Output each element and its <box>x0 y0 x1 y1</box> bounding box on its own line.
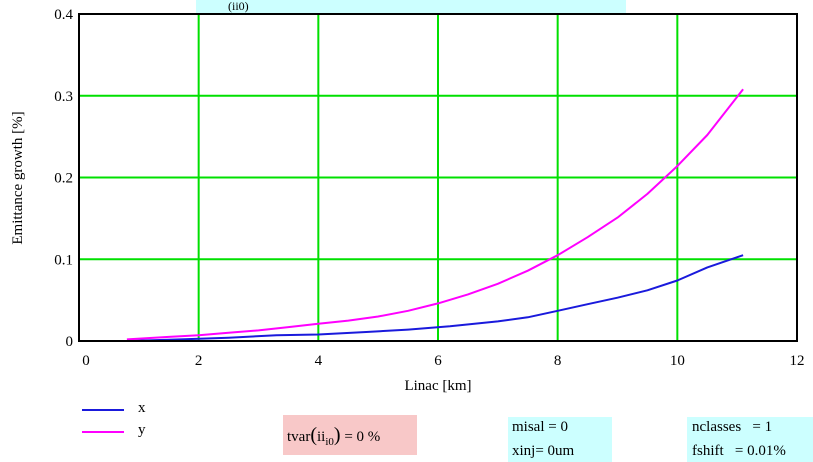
y-tick-label: 0.4 <box>54 7 73 23</box>
legend-entry-y: y <box>82 422 202 442</box>
x-tick-label: 10 <box>670 353 685 369</box>
nclasses-params-box: nclasses = 1 fshift = 0.01% <box>687 417 813 462</box>
legend-line-y <box>82 431 124 433</box>
y-axis-label: Emittance growth [%] <box>10 111 26 244</box>
y-tick-label: 0 <box>66 334 74 350</box>
x-tick-label: 4 <box>315 353 323 369</box>
grid <box>79 14 797 341</box>
x-tick-label: 2 <box>195 353 203 369</box>
top-info-box <box>196 0 626 13</box>
legend-line-x <box>82 409 124 411</box>
tick-labels: 0 2 4 6 8 10 12 0 0.1 0.2 0.3 0.4 <box>54 7 804 369</box>
top-info-subscript: (ii0) <box>228 0 249 13</box>
series-line-y <box>126 88 744 341</box>
misal-params-box: misal = 0 xinj= 0um <box>508 417 612 462</box>
y-tick-label: 0.2 <box>54 171 73 187</box>
xinj-value: xinj= 0um <box>512 443 575 459</box>
legend-entry-x: x <box>82 400 202 420</box>
tvar-label: tvar <box>287 429 311 445</box>
misal-value: misal = 0 <box>512 419 568 435</box>
x-tick-label: 8 <box>554 353 562 369</box>
fshift-value: fshift = 0.01% <box>692 443 786 459</box>
legend-label-y: y <box>138 422 146 438</box>
x-tick-label: 6 <box>434 353 442 369</box>
series-group <box>126 88 744 342</box>
x-tick-label: 12 <box>790 353 805 369</box>
legend-label-x: x <box>138 400 146 416</box>
y-tick-label: 0.3 <box>54 89 73 105</box>
tvar-index: ii <box>317 429 326 445</box>
x-axis-label: Linac [km] <box>404 378 471 394</box>
tvar-subscript: i0 <box>325 436 334 448</box>
tvar-readout: tvar(iii0) = 0 % <box>283 415 417 455</box>
x-tick-label: 0 <box>82 353 90 369</box>
series-line-x <box>126 254 744 342</box>
nclasses-value: nclasses = 1 <box>692 419 773 435</box>
y-tick-label: 0.1 <box>54 252 73 268</box>
tvar-value: = 0 % <box>344 429 381 445</box>
plot-frame <box>78 13 798 342</box>
